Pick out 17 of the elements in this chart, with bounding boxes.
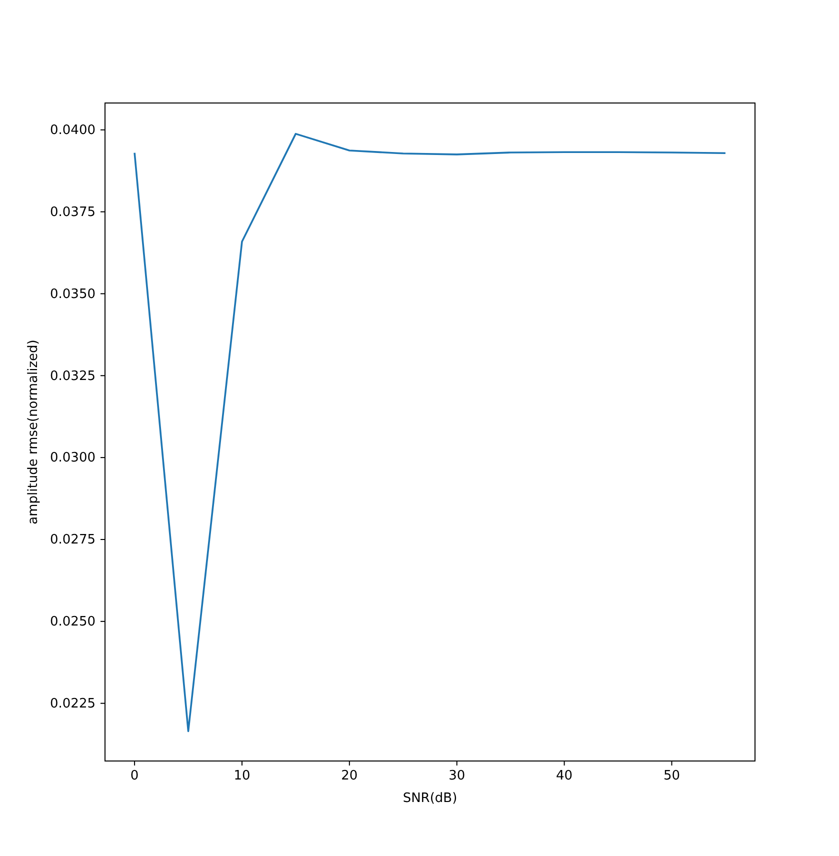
y-axis-title: amplitude rmse(normalized) xyxy=(26,340,41,524)
y-tick-label: 0.0400 xyxy=(50,123,96,138)
y-tick-label: 0.0275 xyxy=(50,532,96,548)
y-tick-label: 0.0250 xyxy=(50,614,96,630)
y-tick-label: 0.0325 xyxy=(50,368,96,384)
x-tick-label: 20 xyxy=(341,768,358,784)
x-tick-label: 50 xyxy=(663,768,680,784)
y-tick-label: 0.0375 xyxy=(50,204,96,220)
x-tick-label: 40 xyxy=(556,768,573,784)
x-tick-label: 30 xyxy=(448,768,466,784)
x-axis-title: SNR(dB) xyxy=(402,791,458,806)
y-tick-label: 0.0350 xyxy=(50,286,96,302)
y-tick-label: 0.0300 xyxy=(50,450,96,466)
x-tick-label: 10 xyxy=(234,768,250,784)
line-series xyxy=(134,132,726,732)
x-tick-label: 0 xyxy=(130,768,139,784)
y-tick-label: 0.0225 xyxy=(50,696,96,712)
